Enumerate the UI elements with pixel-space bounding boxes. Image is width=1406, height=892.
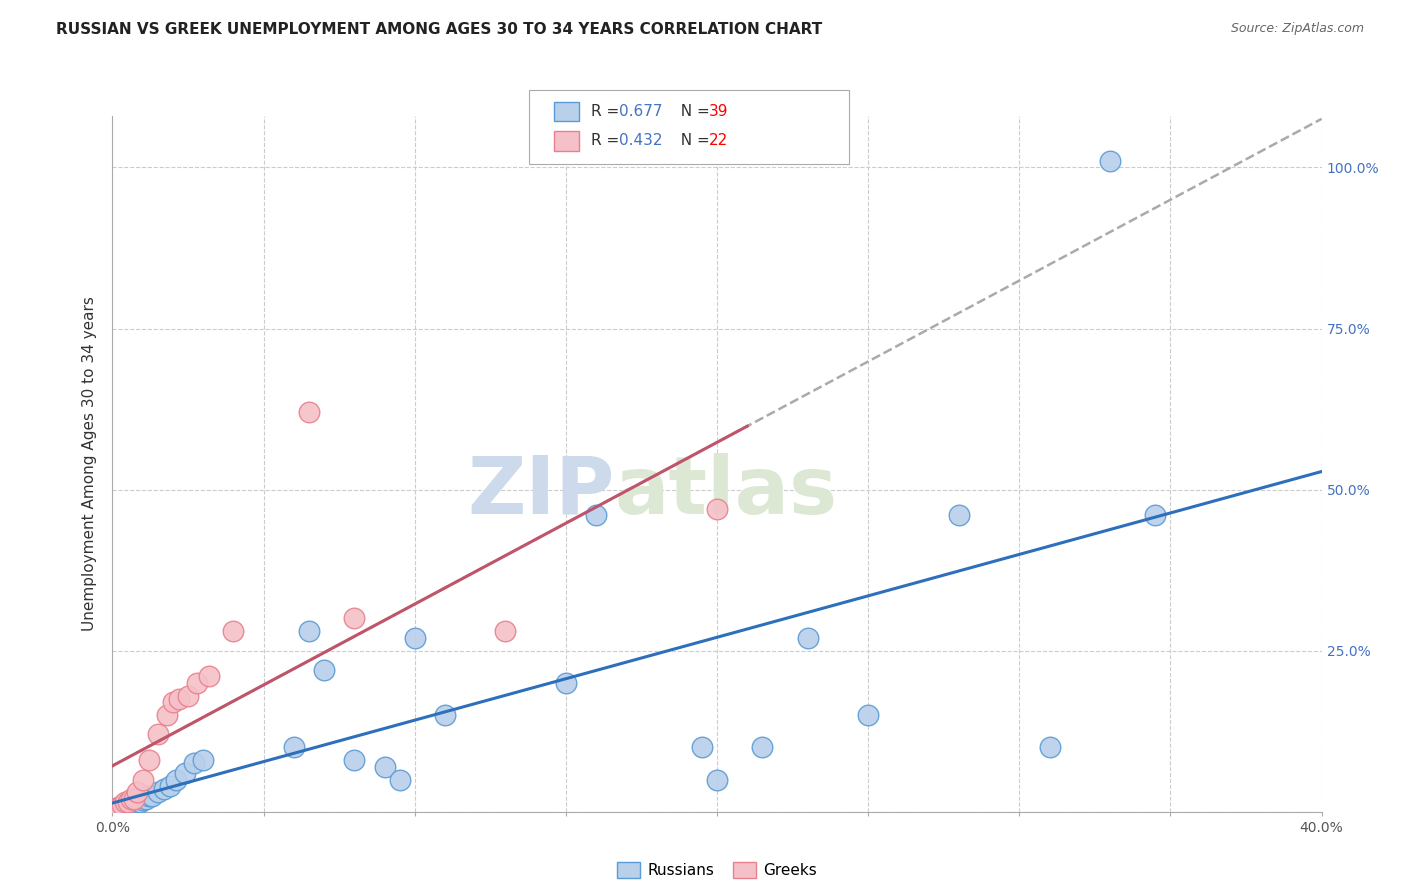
- Point: [796, 631, 818, 645]
- Text: ZIP: ZIP: [467, 452, 614, 531]
- Point: [1098, 154, 1121, 169]
- Text: N =: N =: [671, 134, 714, 148]
- Text: 39: 39: [709, 104, 728, 119]
- Point: [104, 801, 127, 815]
- Point: [110, 798, 132, 813]
- Text: atlas: atlas: [614, 452, 838, 531]
- Point: [690, 740, 713, 755]
- Point: [146, 785, 169, 799]
- Point: [751, 740, 773, 755]
- Text: 22: 22: [709, 134, 728, 148]
- Point: [141, 789, 163, 803]
- Text: N =: N =: [671, 104, 714, 119]
- Point: [114, 795, 136, 809]
- Point: [122, 797, 145, 811]
- Point: [585, 508, 607, 523]
- Point: [120, 792, 142, 806]
- Point: [146, 727, 169, 741]
- Point: [132, 772, 155, 787]
- Point: [554, 676, 576, 690]
- Point: [222, 624, 245, 639]
- Point: [117, 798, 139, 813]
- Point: [125, 795, 148, 809]
- Text: RUSSIAN VS GREEK UNEMPLOYMENT AMONG AGES 30 TO 34 YEARS CORRELATION CHART: RUSSIAN VS GREEK UNEMPLOYMENT AMONG AGES…: [56, 22, 823, 37]
- Legend: Russians, Greeks: Russians, Greeks: [612, 856, 823, 884]
- Text: 0.677: 0.677: [619, 104, 662, 119]
- Point: [1038, 740, 1062, 755]
- Point: [132, 793, 155, 807]
- Point: [159, 779, 181, 793]
- Point: [186, 676, 208, 690]
- Point: [165, 772, 187, 787]
- Point: [125, 785, 148, 799]
- Point: [374, 759, 396, 773]
- Point: [135, 792, 157, 806]
- Point: [388, 772, 411, 787]
- Y-axis label: Unemployment Among Ages 30 to 34 years: Unemployment Among Ages 30 to 34 years: [82, 296, 97, 632]
- Point: [122, 792, 145, 806]
- Point: [138, 789, 160, 803]
- Point: [107, 801, 129, 815]
- Point: [948, 508, 970, 523]
- Point: [191, 753, 214, 767]
- Point: [110, 799, 132, 814]
- Point: [283, 740, 305, 755]
- Point: [104, 801, 127, 815]
- Point: [433, 708, 456, 723]
- Point: [153, 782, 176, 797]
- Point: [120, 797, 142, 811]
- Point: [138, 753, 160, 767]
- Point: [183, 756, 205, 771]
- Point: [198, 669, 221, 683]
- Point: [343, 611, 366, 625]
- Point: [162, 695, 184, 709]
- Point: [706, 502, 728, 516]
- Point: [856, 708, 880, 723]
- Text: R =: R =: [591, 104, 624, 119]
- Point: [117, 795, 139, 809]
- Text: R =: R =: [591, 134, 624, 148]
- Point: [114, 798, 136, 813]
- Point: [128, 795, 150, 809]
- Point: [404, 631, 426, 645]
- Text: 0.432: 0.432: [619, 134, 662, 148]
- Point: [1144, 508, 1167, 523]
- Point: [107, 799, 129, 814]
- Point: [298, 624, 321, 639]
- Point: [167, 692, 190, 706]
- Point: [298, 405, 321, 419]
- Point: [174, 766, 197, 780]
- Point: [706, 772, 728, 787]
- Point: [495, 624, 517, 639]
- Point: [177, 689, 200, 703]
- Point: [343, 753, 366, 767]
- Point: [156, 708, 179, 723]
- Point: [314, 663, 336, 677]
- Text: Source: ZipAtlas.com: Source: ZipAtlas.com: [1230, 22, 1364, 36]
